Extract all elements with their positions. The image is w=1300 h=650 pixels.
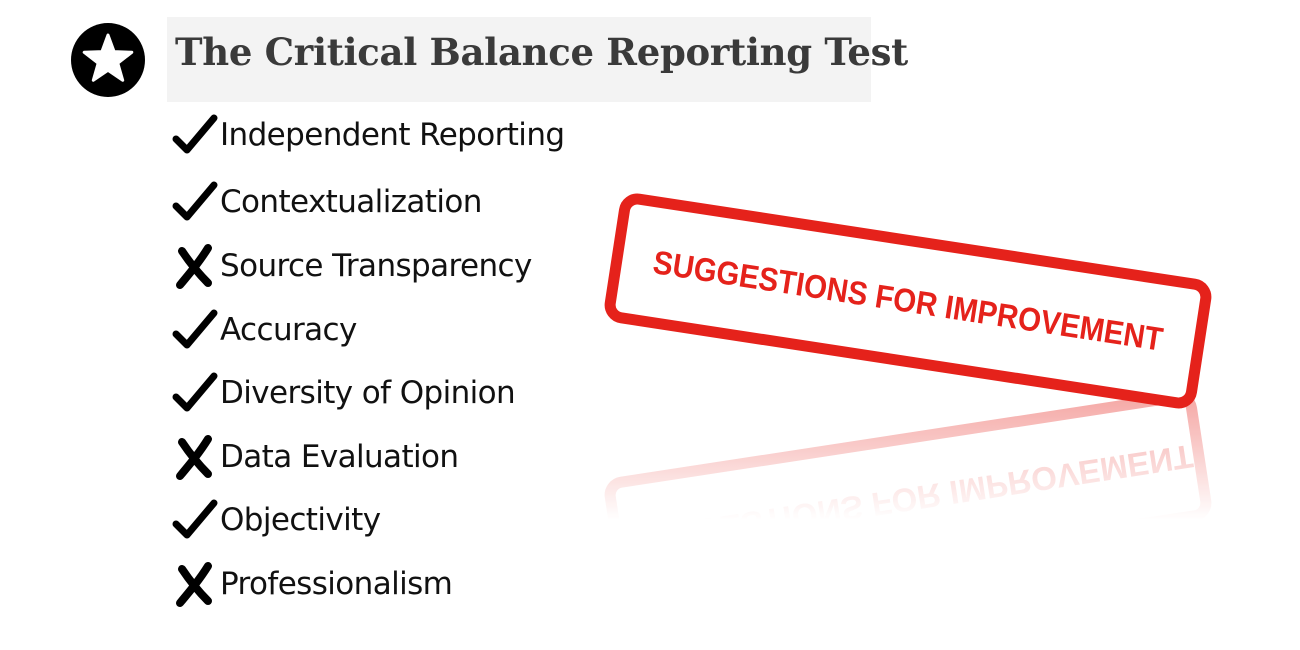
stamp-reflection: SUGGESTIONS FOR IMPROVEMENT bbox=[604, 391, 1212, 607]
stamp-frame: SUGGESTIONS FOR IMPROVEMENT bbox=[604, 193, 1212, 409]
criterion-item: Source Transparency bbox=[172, 241, 532, 291]
criterion-label: Source Transparency bbox=[220, 248, 532, 284]
criterion-label: Diversity of Opinion bbox=[220, 375, 516, 411]
checkmark-icon bbox=[172, 181, 218, 221]
checkmark-icon bbox=[172, 499, 218, 539]
criterion-label: Independent Reporting bbox=[220, 117, 565, 153]
criterion-item: Data Evaluation bbox=[172, 432, 459, 482]
criterion-item: Accuracy bbox=[172, 305, 357, 355]
criterion-label: Accuracy bbox=[220, 312, 357, 348]
cross-icon bbox=[176, 244, 212, 289]
criterion-item: Professionalism bbox=[172, 559, 453, 609]
checkmark-icon bbox=[172, 309, 218, 349]
criterion-item: Independent Reporting bbox=[172, 110, 565, 160]
criterion-label: Objectivity bbox=[220, 502, 381, 538]
cross-icon bbox=[176, 435, 212, 480]
checkmark-icon bbox=[172, 372, 218, 412]
criterion-item: Contextualization bbox=[172, 177, 482, 227]
criterion-item: Diversity of Opinion bbox=[172, 368, 516, 418]
star-icon bbox=[71, 23, 145, 97]
svg-text:SUGGESTIONS FOR IMPROVEMENT: SUGGESTIONS FOR IMPROVEMENT bbox=[621, 438, 1196, 562]
criterion-label: Professionalism bbox=[220, 566, 453, 602]
cross-icon bbox=[176, 562, 212, 607]
checkmark-icon bbox=[172, 114, 218, 154]
criterion-item: Objectivity bbox=[172, 495, 381, 545]
page-title: The Critical Balance Reporting Test bbox=[175, 30, 908, 74]
criterion-label: Contextualization bbox=[220, 184, 482, 220]
title-box bbox=[167, 17, 871, 102]
criterion-label: Data Evaluation bbox=[220, 439, 459, 475]
